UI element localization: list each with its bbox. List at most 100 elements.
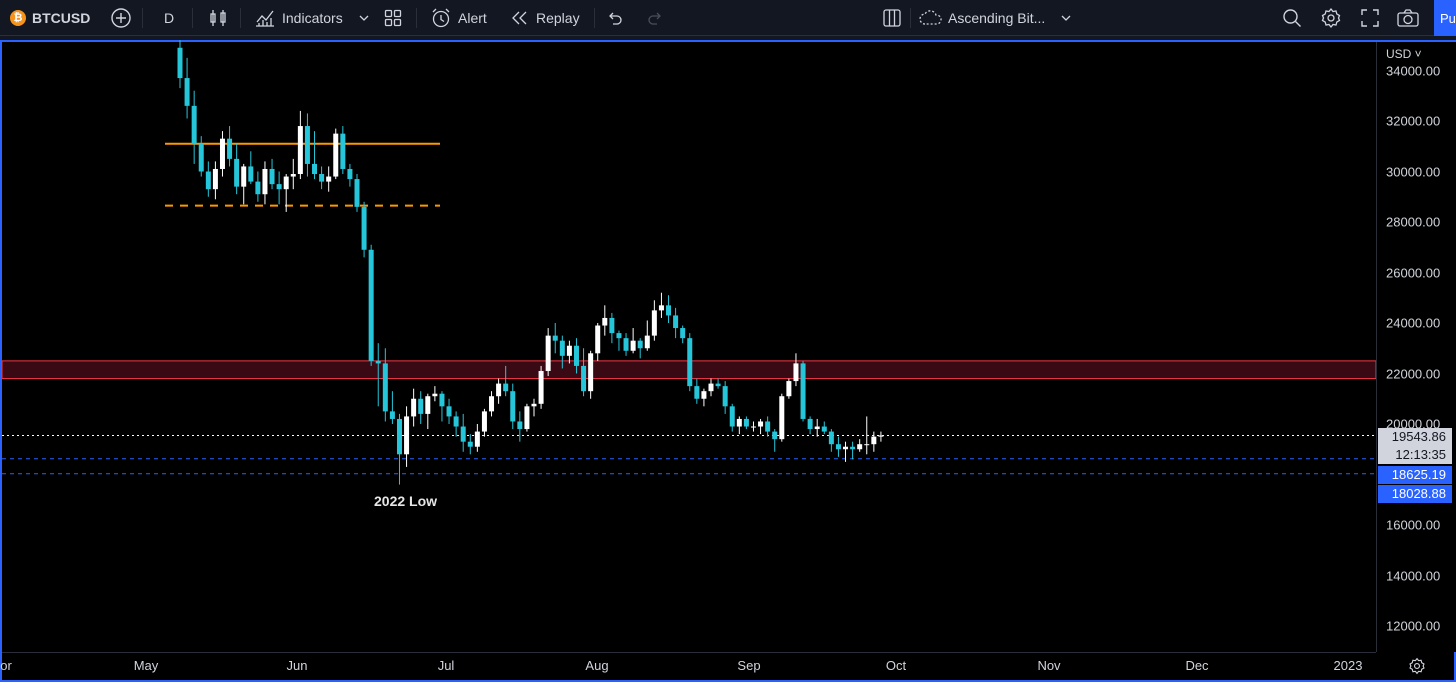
time-scale-label: Jun bbox=[286, 658, 308, 673]
candle-body bbox=[616, 333, 622, 339]
scale-settings-icon[interactable] bbox=[1408, 657, 1426, 675]
candle-body bbox=[765, 421, 771, 432]
candle-body bbox=[227, 138, 233, 159]
snapshot-button[interactable] bbox=[1396, 0, 1420, 36]
candle-body bbox=[588, 353, 594, 392]
candle-body bbox=[807, 418, 813, 430]
candle-body bbox=[304, 126, 310, 164]
candle-body bbox=[290, 174, 296, 177]
toolbar-divider bbox=[416, 8, 417, 28]
settings-icon bbox=[1321, 7, 1341, 29]
alert-icon bbox=[432, 8, 450, 28]
candle-body bbox=[241, 166, 247, 187]
replay-button[interactable]: Replay bbox=[510, 0, 580, 36]
settings-button[interactable] bbox=[1320, 0, 1342, 36]
candle-body bbox=[644, 335, 650, 349]
candle-body bbox=[347, 168, 353, 180]
candle-body bbox=[496, 383, 502, 397]
indicators-button[interactable]: Indicators bbox=[254, 0, 343, 36]
candle-body bbox=[460, 426, 466, 442]
candle-body bbox=[333, 133, 339, 177]
candle-body bbox=[559, 340, 565, 356]
price-scale-label: 32000.00 bbox=[1386, 113, 1441, 129]
candles-icon bbox=[210, 10, 226, 26]
candle-body bbox=[835, 444, 841, 450]
candle-body bbox=[510, 391, 516, 422]
price-scale[interactable] bbox=[1376, 42, 1456, 652]
price-scale-label: 26000.00 bbox=[1386, 265, 1441, 280]
time-scale-label: Jul bbox=[437, 658, 455, 673]
currency-selector[interactable]: USD ˅ bbox=[1386, 47, 1422, 61]
candle-body bbox=[772, 431, 778, 440]
undo-icon bbox=[609, 12, 622, 25]
layout-icon bbox=[883, 9, 901, 27]
candle-body bbox=[630, 340, 636, 351]
toolbar-divider bbox=[594, 8, 595, 28]
candle-body bbox=[411, 398, 417, 417]
price-scale-label: 12000.00 bbox=[1386, 618, 1441, 634]
publish-label: Pu bbox=[1440, 10, 1456, 26]
undo-button[interactable] bbox=[606, 0, 624, 36]
replay-label: Replay bbox=[536, 10, 580, 26]
candle-body bbox=[566, 345, 572, 356]
layout-setup-button[interactable] bbox=[882, 0, 902, 36]
price-scale-label: 20000.00 bbox=[1386, 416, 1441, 432]
candle-body bbox=[623, 338, 629, 351]
toolbar-divider bbox=[142, 8, 143, 28]
interval-button[interactable]: D bbox=[164, 0, 174, 36]
candle-body bbox=[283, 176, 289, 190]
redo-button[interactable] bbox=[646, 0, 664, 36]
candle-body bbox=[708, 383, 714, 392]
symbol-search-button[interactable]: ₿ BTCUSD bbox=[10, 0, 90, 36]
candle-body bbox=[779, 396, 785, 440]
candle-body bbox=[396, 418, 402, 455]
candle-body bbox=[326, 176, 332, 182]
price-scale-label: 30000.00 bbox=[1386, 164, 1441, 179]
annotation-2022-low[interactable]: 2022 Low bbox=[374, 493, 438, 509]
chart-type-button[interactable] bbox=[208, 0, 228, 36]
compare-symbol-button[interactable] bbox=[110, 0, 132, 36]
price-scale-label: 14000.00 bbox=[1386, 568, 1441, 583]
toolbar-divider bbox=[910, 8, 911, 28]
interval-label: D bbox=[164, 10, 175, 26]
candle-body bbox=[673, 315, 679, 329]
time-scale[interactable] bbox=[2, 652, 1376, 680]
candle-body bbox=[262, 168, 268, 195]
candle-body bbox=[389, 411, 395, 419]
candle-body bbox=[658, 305, 664, 311]
quick-search-button[interactable] bbox=[1282, 0, 1302, 36]
candle-body bbox=[750, 426, 756, 428]
layout-dropdown-button[interactable] bbox=[1060, 0, 1072, 36]
redo-icon bbox=[648, 12, 661, 25]
price-scale-label: 24000.00 bbox=[1386, 315, 1441, 331]
candle-body bbox=[198, 143, 204, 172]
alert-button[interactable]: Alert bbox=[430, 0, 487, 36]
candle-body bbox=[439, 393, 445, 407]
candle-body bbox=[354, 179, 360, 207]
price-scale-label: 34000.00 bbox=[1386, 63, 1441, 78]
candle-body bbox=[602, 317, 608, 326]
layout-name-button[interactable]: Ascending Bit... bbox=[918, 0, 1045, 36]
candle-body bbox=[312, 163, 318, 175]
candle-body bbox=[694, 386, 700, 399]
fullscreen-button[interactable] bbox=[1360, 0, 1380, 36]
candle-body bbox=[687, 338, 693, 387]
fullscreen-icon bbox=[1361, 9, 1379, 27]
indicators-icon bbox=[256, 10, 274, 27]
publish-button[interactable]: Pu bbox=[1434, 0, 1456, 36]
candle-body bbox=[736, 418, 742, 427]
time-scale-label: Dec bbox=[1185, 658, 1209, 673]
candle-body bbox=[474, 431, 480, 447]
candle-body bbox=[425, 396, 431, 414]
candle-body bbox=[184, 78, 190, 106]
candle-body bbox=[503, 383, 509, 392]
candle-body bbox=[255, 181, 261, 195]
bitcoin-logo-icon: ₿ bbox=[10, 10, 26, 26]
candle-body bbox=[821, 426, 827, 432]
time-scale-label: Aug bbox=[585, 658, 609, 673]
current-price-tag: 19543.86 bbox=[1378, 428, 1452, 446]
templates-button[interactable] bbox=[384, 0, 402, 36]
candle-body bbox=[843, 446, 849, 450]
indicators-dropdown-button[interactable] bbox=[358, 0, 370, 36]
